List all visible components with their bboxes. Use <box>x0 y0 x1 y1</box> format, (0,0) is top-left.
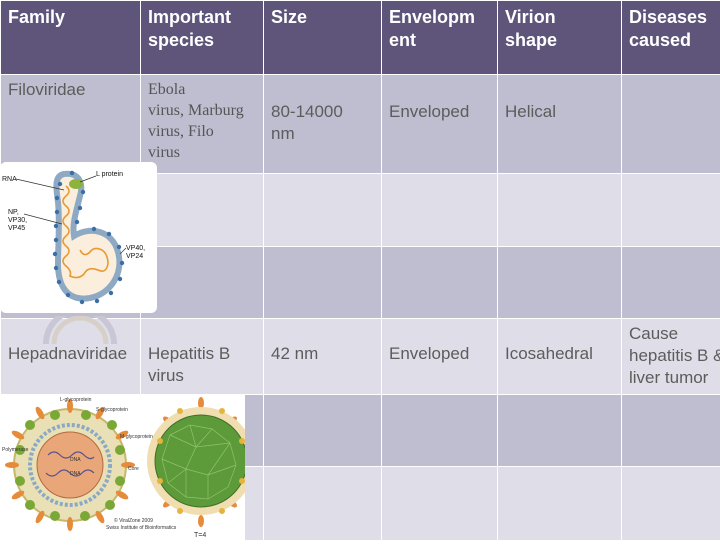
label-s-glycoprotein: S-glycoprotein <box>96 407 128 413</box>
hbv-capsid-render: T=4 <box>147 397 245 539</box>
cell-shape: Helical <box>498 75 622 174</box>
header-size: Size <box>264 1 382 75</box>
cell-size: 42 nm <box>264 319 382 395</box>
label-vp24: VP24 <box>126 253 143 260</box>
label-dna-2: DNA <box>70 471 81 477</box>
label-l-glycoprotein: L-glycoprotein <box>60 397 92 403</box>
ebola-virion-diagram: RNA L protein NP, VP30, VP45 VP40, VP24 <box>0 162 157 313</box>
label-vp45: VP45 <box>8 225 25 232</box>
label-np: NP, <box>8 209 19 216</box>
cell-envelope: Enveloped <box>382 75 498 174</box>
label-polymerase: Polymerase <box>2 447 29 453</box>
label-t4: T=4 <box>194 532 206 539</box>
label-copyright: © ViralZone 2009 <box>114 517 153 524</box>
hepatitis-b-virion-diagram: L-glycoprotein S-glycoprotein M-glycopro… <box>0 395 245 540</box>
cell-family: Filoviridae <box>1 75 141 174</box>
label-rna: RNA <box>2 176 17 183</box>
cell-diseases <box>622 75 720 174</box>
label-m-glycoprotein: M-glycoprotein <box>120 434 153 440</box>
header-family: Family <box>1 1 141 75</box>
label-l-protein: L protein <box>96 171 123 178</box>
label-copyright-2: Swiss Institute of Bioinformatics <box>106 525 177 531</box>
faded-virus-graphic <box>40 316 120 346</box>
cell-envelope: Enveloped <box>382 319 498 395</box>
cell-shape: Icosahedral <box>498 319 622 395</box>
label-vp30: VP30, <box>8 217 27 224</box>
label-core: Core <box>128 466 139 472</box>
label-dna-1: DNA <box>70 457 81 463</box>
label-vp40: VP40, <box>126 245 145 252</box>
